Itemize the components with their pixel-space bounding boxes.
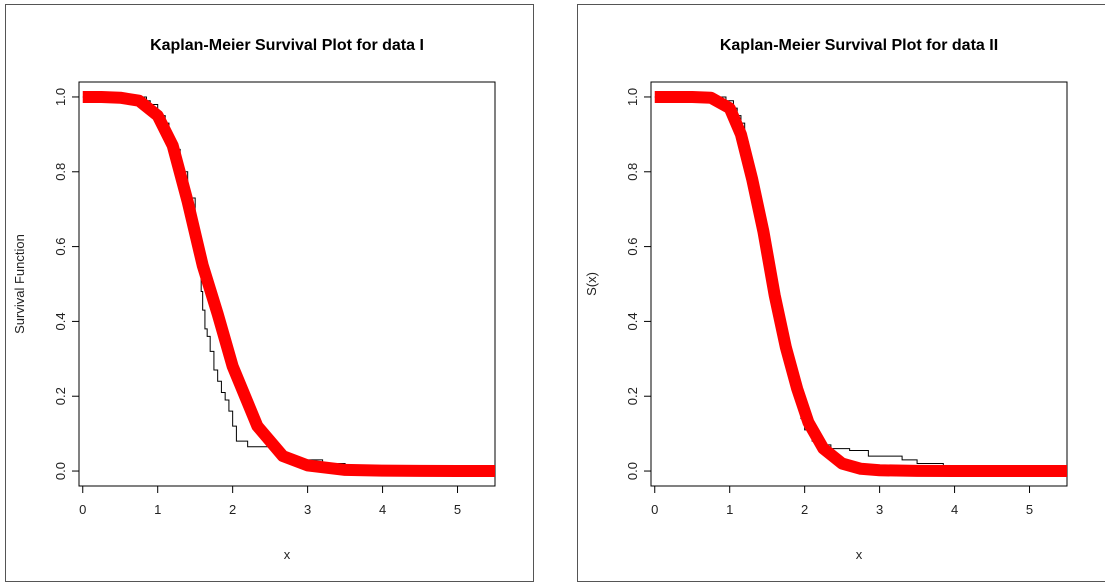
fitted-survival-curve: [82, 90, 495, 478]
plot-frame: [78, 81, 496, 487]
plot-frame: [650, 81, 1068, 487]
x-tick-label: 2: [801, 502, 808, 517]
x-tick-label: 1: [154, 502, 161, 517]
y-tick-label: 0.8: [625, 163, 640, 181]
km-step-curve: [82, 96, 376, 472]
y-tick-label: 0.0: [625, 462, 640, 480]
x-tick-label: 2: [229, 502, 236, 517]
y-tick-label: 0.6: [625, 238, 640, 256]
x-tick-label: 5: [454, 502, 461, 517]
y-tick-label: 1.0: [53, 88, 68, 106]
chart-title: Kaplan-Meier Survival Plot for data I: [150, 37, 424, 54]
km-chart-data-1: Kaplan-Meier Survival Plot for data I x …: [12, 37, 496, 562]
y-tick-label: 0.4: [625, 312, 640, 330]
x-axis-label: x: [284, 547, 291, 562]
x-tick-label: 1: [726, 502, 733, 517]
fitted-survival-curve: [654, 90, 1067, 478]
chart-panel-1: Kaplan-Meier Survival Plot for data I x …: [5, 4, 534, 582]
plot-area: [82, 90, 495, 478]
y-tick-label: 0.0: [53, 462, 68, 480]
x-tick-label: 5: [1026, 502, 1033, 517]
x-tick-label: 0: [79, 502, 86, 517]
chart-panel-2: Kaplan-Meier Survival Plot for data II x…: [577, 4, 1105, 582]
y-tick-label: 1.0: [625, 88, 640, 106]
chart-title: Kaplan-Meier Survival Plot for data II: [720, 37, 998, 54]
y-axis-label: S(x): [584, 272, 599, 296]
x-tick-label: 3: [876, 502, 883, 517]
x-tick-label: 0: [651, 502, 658, 517]
y-tick-label: 0.2: [53, 387, 68, 405]
x-axis-label: x: [856, 547, 863, 562]
plot-area: [654, 90, 1067, 478]
y-tick-label: 0.8: [53, 163, 68, 181]
x-tick-label: 3: [304, 502, 311, 517]
x-tick-label: 4: [951, 502, 958, 517]
y-tick-label: 0.2: [625, 387, 640, 405]
y-axis-label: Survival Function: [12, 234, 27, 334]
km-chart-data-2: Kaplan-Meier Survival Plot for data II x…: [584, 37, 1068, 562]
x-tick-label: 4: [379, 502, 386, 517]
y-tick-label: 0.4: [53, 312, 68, 330]
y-tick-label: 0.6: [53, 238, 68, 256]
km-step-curve: [654, 96, 944, 472]
